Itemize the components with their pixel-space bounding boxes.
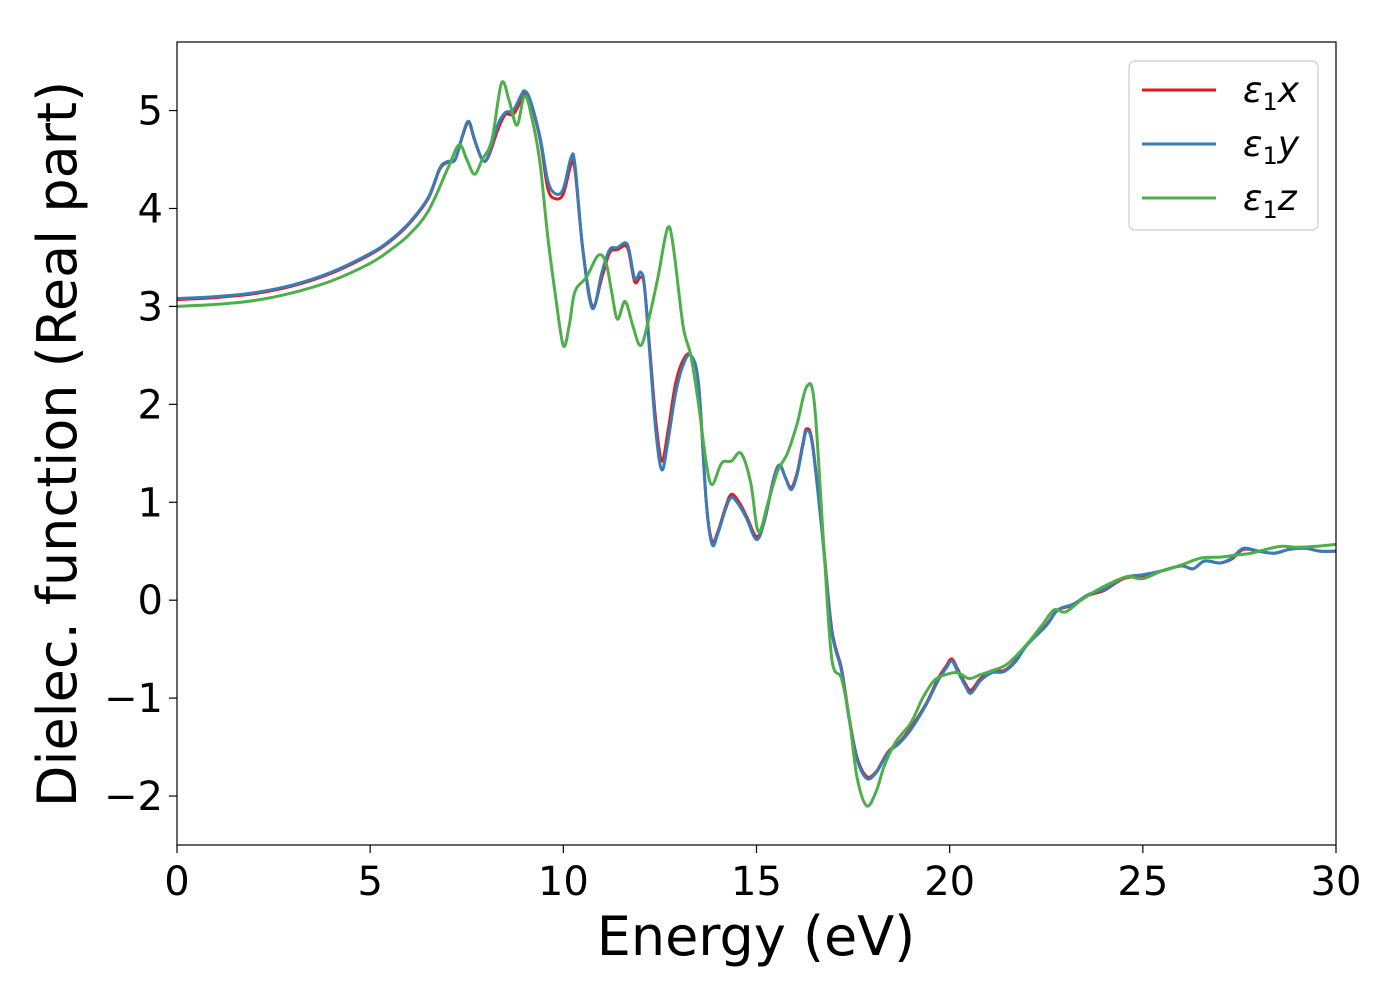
x-tick-label: 15 [731,859,782,905]
y-tick-label: 2 [138,382,163,428]
series-line-z [177,80,1336,808]
x-tick-label: 5 [357,859,382,905]
series-layer [177,80,1336,808]
y-axis: −2 −1 0 1 2 3 4 5 [104,89,177,820]
y-tick-label: −2 [104,774,163,820]
x-tick-label: 10 [538,859,589,905]
y-tick-label: 3 [138,284,163,330]
series-line-y [177,89,1336,781]
x-tick-label: 30 [1311,859,1362,905]
y-tick-label: 5 [138,89,163,135]
legend-entry-label: ε1y [1243,124,1300,170]
y-tick-label: 4 [138,186,163,232]
y-tick-label: 0 [138,578,163,624]
legend: ε1x ε1y ε1z [1128,60,1319,231]
legend-entry-label: ε1x [1243,70,1300,116]
x-axis: 0 5 10 15 20 25 30 [164,845,1361,905]
y-tick-label: 1 [138,480,163,526]
y-axis-title: Dielec. function (Real part) [26,81,89,807]
legend-box [1128,60,1319,231]
x-tick-label: 20 [924,859,975,905]
legend-entry-label: ε1z [1243,178,1298,224]
y-tick-label: −1 [104,676,163,722]
x-tick-label: 25 [1117,859,1168,905]
x-axis-title: Energy (eV) [597,905,916,968]
x-tick-label: 0 [164,859,189,905]
